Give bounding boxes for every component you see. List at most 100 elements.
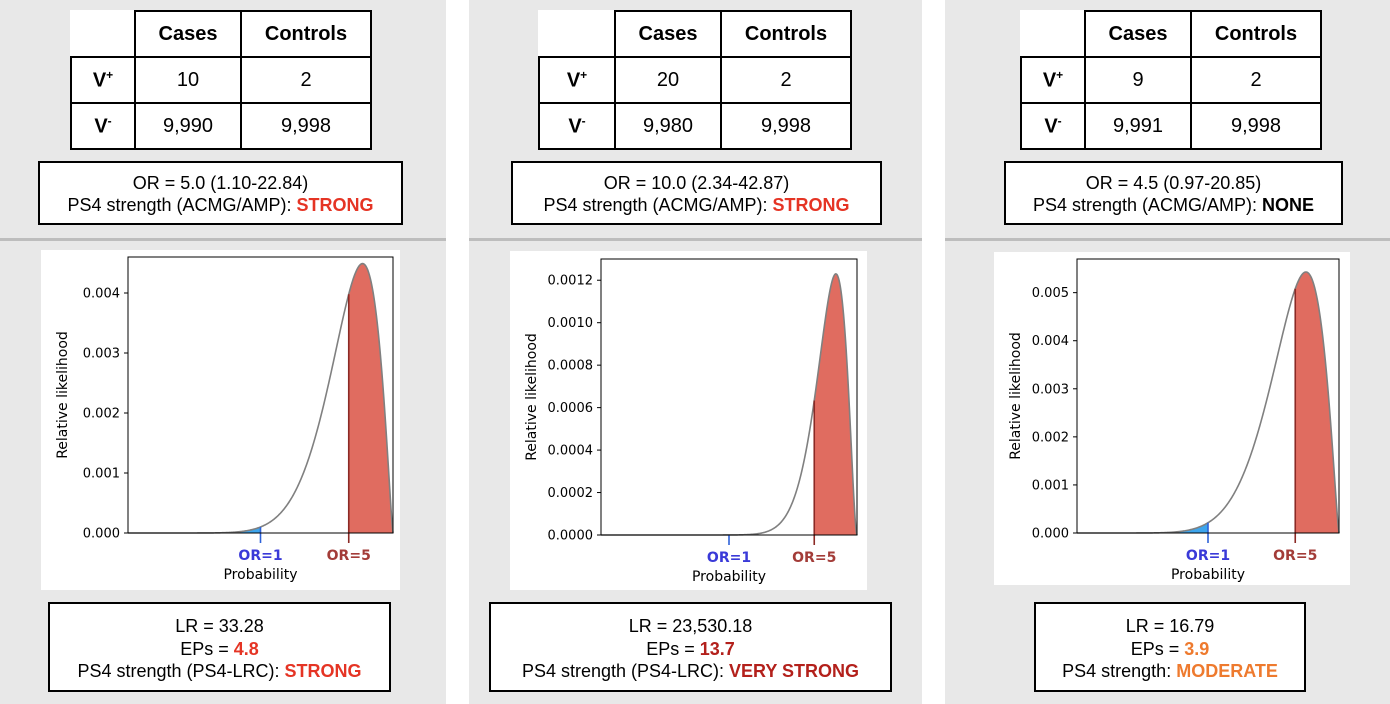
panel-or-4-5: Cases Controls V+ 9 2 V- 9,991 9,998 OR … <box>945 0 1390 704</box>
odds-ratio-box: OR = 4.5 (0.97-20.85) PS4 strength (ACMG… <box>1004 161 1343 225</box>
lr-line: LR = 23,530.18 <box>628 616 753 636</box>
x-axis-label: Probability <box>692 569 766 585</box>
table-corner <box>539 11 616 58</box>
y-tick-label: 0.004 <box>1032 334 1069 349</box>
y-tick-label: 0.0000 <box>548 529 594 544</box>
cases-header: Cases <box>1084 10 1192 58</box>
y-tick-label: 0.001 <box>83 467 120 482</box>
vplus-row-header: V+ <box>70 56 136 104</box>
or1-shaded-region <box>128 526 261 533</box>
divider <box>469 238 922 241</box>
vminus-cases-cell: 9,991 <box>1084 102 1192 150</box>
ps4-acmg-line: PS4 strength (ACMG/AMP): STRONG <box>543 195 850 215</box>
contingency-table: Cases Controls V+ 10 2 V- 9,990 9,998 <box>70 10 372 150</box>
eps-line: EPs = 13.7 <box>646 638 735 659</box>
vminus-row-header: V- <box>70 102 136 150</box>
y-tick-label: 0.001 <box>1032 478 1069 493</box>
y-tick-label: 0.003 <box>1032 382 1069 397</box>
contingency-table: Cases Controls V+ 20 2 V- 9,980 9,998 <box>538 10 852 150</box>
y-tick-label: 0.002 <box>83 407 120 422</box>
contingency-table: Cases Controls V+ 9 2 V- 9,991 9,998 <box>1020 10 1322 150</box>
ps4-acmg-line: PS4 strength (ACMG/AMP): STRONG <box>67 195 374 215</box>
plot-frame <box>1076 258 1340 534</box>
vplus-controls-cell: 2 <box>720 56 852 104</box>
likelihood-plot: 0.000 0.001 0.002 0.003 0.004 OR=1 OR=5 Probabi… <box>41 250 400 590</box>
ps4-acmg-value: STRONG <box>772 195 850 215</box>
panel-or-10: Cases Controls V+ 20 2 V- 9,980 9,998 OR… <box>469 0 922 704</box>
y-tick-label: 0.002 <box>1032 430 1069 445</box>
ps4-lrc-value: MODERATE <box>1176 661 1278 681</box>
ps4-acmg-value: STRONG <box>296 195 374 215</box>
likelihood-ratio-box: LR = 16.79 EPs = 3.9 PS4 strength: MODER… <box>1034 602 1306 692</box>
y-tick-label: 0.0002 <box>548 486 594 501</box>
cases-header: Cases <box>134 10 242 58</box>
or5-label: OR=5 <box>327 548 371 564</box>
vplus-row-header: V+ <box>538 56 616 104</box>
plot-frame <box>600 258 858 536</box>
controls-header: Controls <box>720 10 852 58</box>
or5-shaded-region <box>814 273 857 535</box>
eps-line: EPs = 3.9 <box>1130 638 1210 659</box>
ps4-lrc-line: PS4 strength: MODERATE <box>1062 661 1278 681</box>
vminus-row-header: V- <box>1020 102 1086 150</box>
y-tick-label: 0.0008 <box>548 359 594 374</box>
vplus-controls-cell: 2 <box>240 56 372 104</box>
vplus-row-header: V+ <box>1020 56 1086 104</box>
odds-ratio-line: OR = 5.0 (1.10-22.84) <box>132 173 309 193</box>
or1-label: OR=1 <box>707 550 751 566</box>
y-axis-label: Relative likelihood <box>55 331 71 459</box>
ps4-lrc-line: PS4 strength (PS4-LRC): STRONG <box>77 661 362 681</box>
y-tick-label: 0.000 <box>83 527 120 542</box>
eps-value: 3.9 <box>1184 638 1210 659</box>
y-tick-label: 0.0006 <box>548 401 594 416</box>
vminus-row-header: V- <box>538 102 616 150</box>
lr-line: LR = 33.28 <box>175 616 264 636</box>
eps-value: 4.8 <box>233 638 259 659</box>
eps-line: EPs = 4.8 <box>180 638 259 659</box>
odds-ratio-line: OR = 10.0 (2.34-42.87) <box>603 173 790 193</box>
table-corner <box>1021 11 1086 58</box>
table-corner <box>71 11 136 58</box>
ps4-acmg-value: NONE <box>1262 195 1315 215</box>
likelihood-ratio-box: LR = 33.28 EPs = 4.8 PS4 strength (PS4-L… <box>48 602 391 692</box>
likelihood-plot: 0.0000 0.0002 0.0004 0.0006 0.0008 0.0010 0.00… <box>510 251 867 590</box>
ps4-lrc-value: VERY STRONG <box>729 661 860 681</box>
y-tick-label: 0.0004 <box>548 444 594 459</box>
y-tick-label: 0.0010 <box>548 316 594 331</box>
or1-label: OR=1 <box>1186 548 1230 564</box>
y-axis-label: Relative likelihood <box>1008 332 1024 460</box>
y-tick-label: 0.004 <box>83 287 120 302</box>
vminus-controls-cell: 9,998 <box>720 102 852 150</box>
divider <box>0 238 446 241</box>
or5-shaded-region <box>1295 272 1339 533</box>
or5-label: OR=5 <box>792 550 836 566</box>
vplus-cases-cell: 20 <box>614 56 722 104</box>
y-tick-label: 0.000 <box>1032 527 1069 542</box>
controls-header: Controls <box>1190 10 1322 58</box>
ps4-acmg-line: PS4 strength (ACMG/AMP): NONE <box>1032 195 1315 215</box>
or5-label: OR=5 <box>1273 548 1317 564</box>
likelihood-plot: 0.000 0.001 0.002 0.003 0.004 0.005 OR=1 OR=5 Pr… <box>994 252 1350 585</box>
vminus-cases-cell: 9,980 <box>614 102 722 150</box>
x-axis-label: Probability <box>223 567 297 583</box>
odds-ratio-box: OR = 5.0 (1.10-22.84) PS4 strength (ACMG… <box>38 161 403 225</box>
likelihood-ratio-box: LR = 23,530.18 EPs = 13.7 PS4 strength (… <box>489 602 892 692</box>
or5-shaded-region <box>348 263 393 533</box>
lr-line: LR = 16.79 <box>1125 616 1215 636</box>
plot-frame <box>127 256 394 534</box>
y-tick-label: 0.0012 <box>548 274 594 289</box>
vminus-controls-cell: 9,998 <box>1190 102 1322 150</box>
vplus-cases-cell: 9 <box>1084 56 1192 104</box>
or1-label: OR=1 <box>238 548 282 564</box>
eps-value: 13.7 <box>699 638 735 659</box>
y-tick-label: 0.003 <box>83 347 120 362</box>
odds-ratio-box: OR = 10.0 (2.34-42.87) PS4 strength (ACM… <box>511 161 882 225</box>
vminus-controls-cell: 9,998 <box>240 102 372 150</box>
controls-header: Controls <box>240 10 372 58</box>
y-axis-label: Relative likelihood <box>524 333 540 461</box>
ps4-lrc-line: PS4 strength (PS4-LRC): VERY STRONG <box>521 661 860 681</box>
or1-shaded-region <box>1077 522 1208 533</box>
y-tick-label: 0.005 <box>1032 286 1069 301</box>
panel-or-5: Cases Controls V+ 10 2 V- 9,990 9,998 OR… <box>0 0 446 704</box>
divider <box>945 238 1390 241</box>
